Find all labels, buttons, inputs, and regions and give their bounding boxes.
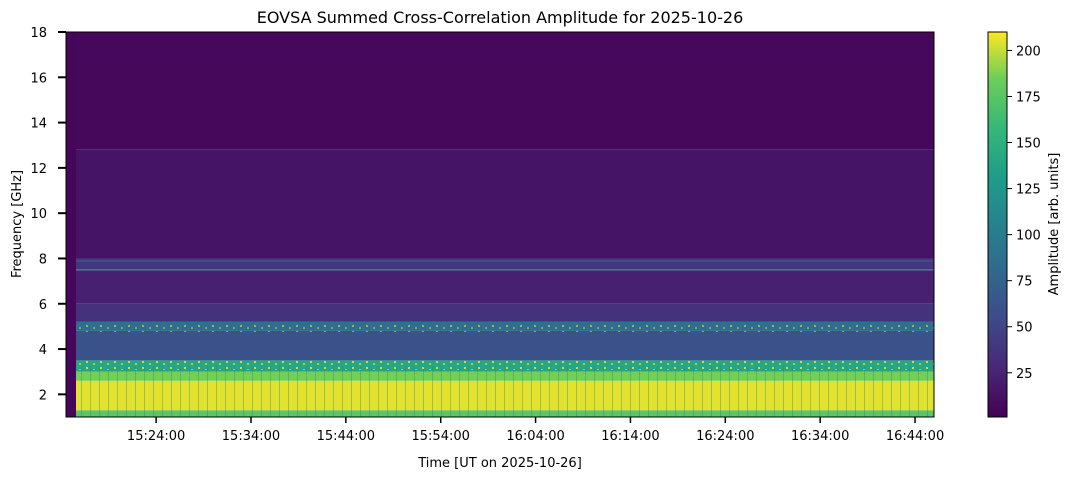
x-tick-label-3: 15:54:00 [412, 429, 470, 444]
colorbar-ticks: 25 50 75 100 125 150 175 200 [1007, 44, 1041, 382]
y-axis-ticks: 2 4 6 8 10 12 14 16 18 [30, 26, 66, 403]
heatmap-band-9 [66, 149, 934, 259]
colorbar-tick-label-3: 100 [1016, 229, 1041, 244]
colorbar-tick-label-6: 175 [1016, 90, 1041, 105]
colorbar-label: Amplitude [arb. units] [1047, 153, 1062, 296]
x-axis-ticks: 15:24:00 15:34:00 15:44:00 15:54:00 16:04:00… [127, 417, 944, 444]
y-axis-label: Frequency [GHz] [10, 170, 25, 278]
plot-frame [65, 31, 935, 418]
heatmap-rfi-speckle-upper [76, 324, 934, 332]
heatmap-band-7 [66, 269, 934, 304]
heatmap-bands [66, 32, 934, 417]
plot-area [65, 31, 935, 418]
x-tick-label-1: 15:34:00 [222, 429, 280, 444]
x-axis-label: Time [UT on 2025-10-26] [417, 456, 582, 471]
colorbar-tick-label-1: 50 [1016, 321, 1033, 336]
x-tick-label-2: 15:44:00 [317, 429, 375, 444]
x-tick-label-4: 16:04:00 [506, 429, 564, 444]
colorbar-gradient [987, 31, 1008, 418]
x-tick-label-6: 16:24:00 [696, 429, 754, 444]
heatmap-band-4 [66, 330, 934, 361]
heatmap-band-10 [66, 32, 934, 150]
chart-title: EOVSA Summed Cross-Correlation Amplitude… [257, 8, 744, 27]
x-tick-label-7: 16:34:00 [791, 429, 849, 444]
colorbar: 25 50 75 100 125 150 175 200 Amplitude [arb. un… [987, 31, 1062, 418]
y-tick-label-4: 10 [30, 207, 47, 222]
x-tick-label-8: 16:44:00 [886, 429, 944, 444]
heatmap-band-6 [66, 303, 934, 322]
colorbar-tick-label-7: 200 [1016, 44, 1041, 59]
colorbar-tick-label-5: 150 [1016, 137, 1041, 152]
y-tick-label-0: 2 [39, 388, 47, 403]
y-tick-label-8: 18 [30, 26, 47, 41]
heatmap-time-striations [76, 366, 934, 417]
y-tick-label-2: 6 [39, 298, 47, 313]
y-tick-label-5: 12 [30, 162, 47, 177]
y-tick-label-1: 4 [39, 343, 47, 358]
colorbar-tick-label-0: 25 [1016, 367, 1033, 382]
colorbar-tick-label-4: 125 [1016, 183, 1041, 198]
x-tick-label-5: 16:14:00 [601, 429, 659, 444]
colorbar-tick-label-2: 75 [1016, 275, 1033, 290]
y-tick-label-3: 8 [39, 252, 47, 267]
x-tick-label-0: 15:24:00 [127, 429, 185, 444]
heatmap-data-gap-column [66, 32, 76, 417]
y-tick-label-7: 16 [30, 71, 47, 86]
heatmap-band-8 [66, 258, 934, 270]
y-tick-label-6: 14 [30, 117, 47, 132]
heatmap-rfi-speckle-lower [76, 360, 934, 370]
